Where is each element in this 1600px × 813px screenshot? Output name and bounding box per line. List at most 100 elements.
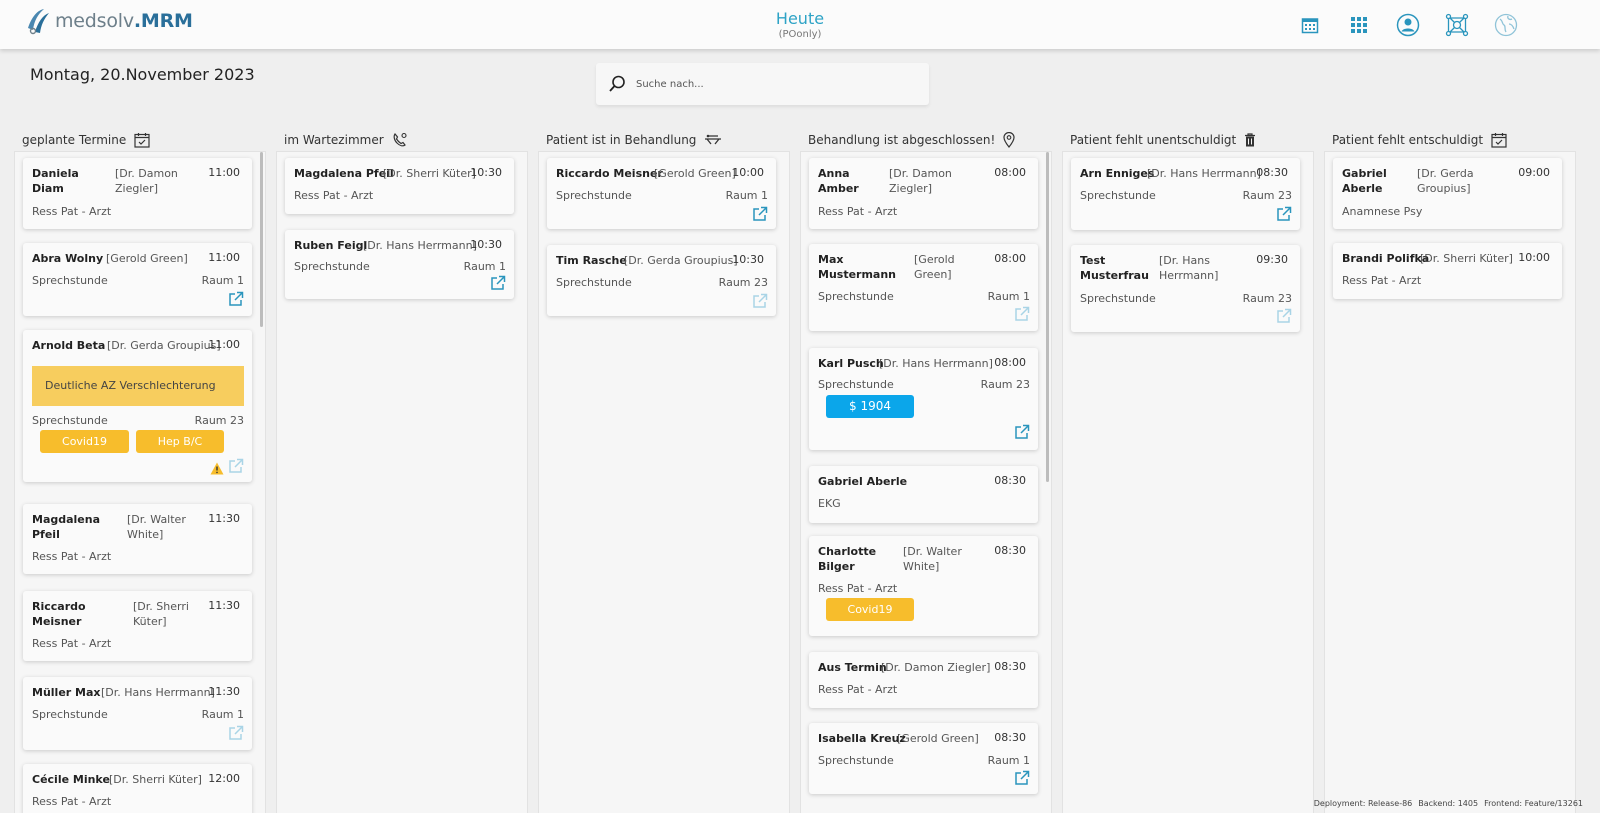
- column-body[interactable]: Riccardo Meisner [Gerold Green] 10:00 Sp…: [538, 151, 790, 813]
- appointment-card[interactable]: Test Musterfrau [Dr. Hans Herrmann] 09:30 …: [1071, 245, 1300, 332]
- column-scrollbar[interactable]: [260, 152, 263, 327]
- app-logo[interactable]: medsolv.MRM: [24, 6, 193, 36]
- appointment-time: 08:00: [994, 166, 1026, 179]
- appointment-time: 08:30: [994, 731, 1026, 744]
- appointment-card[interactable]: Abra Wolny [Gerold Green] 11:00 Sprechst…: [23, 243, 252, 316]
- patient-name: Ruben Feigl: [294, 239, 368, 252]
- patient-name: Gabriel Aberle: [1342, 167, 1387, 195]
- appointment-card[interactable]: Riccardo Meisner [Gerold Green] 10:00 Sp…: [547, 158, 776, 229]
- room-label: Raum 1: [987, 754, 1030, 767]
- doctor-name: [Dr. Damon Ziegler]: [115, 167, 178, 195]
- patient-name: Brandi Polifka: [1342, 252, 1430, 265]
- column-scrollbar[interactable]: [1046, 152, 1049, 482]
- column-body[interactable]: Arn Enniges [Dr. Hans Herrmann] 08:30 Sp…: [1062, 151, 1314, 813]
- network-icon[interactable]: [1445, 13, 1469, 37]
- appointment-time: 08:30: [994, 544, 1026, 557]
- room-label: Raum 23: [718, 276, 768, 289]
- view-title-main: Heute: [775, 9, 825, 28]
- column-planned: geplante Termine Daniela Diam [Dr. Damon Z…: [14, 131, 266, 813]
- column-header: Patient fehlt unentschuldigt: [1062, 131, 1314, 149]
- appointment-card[interactable]: Cécile Minke [Dr. Sherri Küter] 12:00 Re…: [23, 764, 252, 813]
- search-box[interactable]: [596, 63, 929, 105]
- appointment-type: Ress Pat - Arzt: [32, 795, 112, 808]
- appointment-time: 10:30: [732, 253, 764, 266]
- patient-name: Karl Pusch: [818, 357, 884, 370]
- appointment-card[interactable]: Max Mustermann [Gerold Green] 08:00 Sprech…: [809, 244, 1038, 331]
- appointment-card[interactable]: Charlotte Bilger [Dr. Walter White] 08:30 …: [809, 536, 1038, 636]
- apps-grid-icon[interactable]: [1347, 13, 1371, 37]
- patient-name: Tim Rasche: [556, 254, 627, 267]
- appointment-card[interactable]: Magdalena Pfeil [Dr. Walter White] 11:30 R…: [23, 504, 252, 574]
- column-completed: Behandlung ist abgeschlossen! Anna Amber …: [800, 131, 1052, 813]
- appointment-time: 08:30: [1256, 166, 1288, 179]
- tag-covid19[interactable]: Covid19: [826, 598, 914, 621]
- user-profile-icon[interactable]: [1396, 13, 1420, 37]
- appointment-card[interactable]: Ruben Feigl [Dr. Hans Herrmann] 10:30 Sp…: [285, 230, 514, 299]
- appointment-type: Sprechstunde: [556, 189, 632, 202]
- search-icon: [609, 75, 625, 92]
- external-link-icon[interactable]: [1276, 206, 1292, 222]
- doctor-name: [Gerold Green]: [106, 252, 188, 265]
- appointment-time: 11:00: [208, 166, 240, 179]
- tag-covid19[interactable]: Covid19: [40, 430, 129, 453]
- calendar-icon[interactable]: [1298, 13, 1322, 37]
- appointment-card[interactable]: Gabriel Aberle 08:30 EKG: [809, 466, 1038, 523]
- appointment-time: 10:30: [470, 166, 502, 179]
- doctor-name: [Dr. Gerda Groupius]: [624, 254, 738, 267]
- appointment-card[interactable]: Anna Amber [Dr. Damon Ziegler] 08:00 Ress …: [809, 158, 1038, 229]
- appointment-type: Anamnese Psy: [1342, 205, 1423, 218]
- doctor-name: [Dr. Hans Herrmann]: [1159, 254, 1219, 282]
- patient-name: Arnold Beta: [32, 339, 106, 352]
- column-header: Patient ist in Behandlung: [538, 131, 790, 149]
- room-label: Raum 23: [980, 378, 1030, 391]
- appointment-card[interactable]: Isabella Kreuz [Gerold Green] 08:30 Spre…: [809, 723, 1038, 794]
- column-header: Patient fehlt entschuldigt: [1324, 131, 1576, 149]
- external-link-icon[interactable]: [752, 206, 768, 222]
- price-badge[interactable]: $ 1904: [826, 395, 914, 418]
- column-body[interactable]: Daniela Diam [Dr. Damon Ziegler] 11:00 Res…: [14, 151, 266, 813]
- appointment-card[interactable]: Tim Rasche [Dr. Gerda Groupius] 10:30 Sp…: [547, 245, 776, 316]
- patient-name: Test Musterfrau: [1080, 254, 1149, 282]
- patient-name: Aus Termin: [818, 661, 887, 674]
- room-label: Raum 23: [194, 414, 244, 427]
- appointment-card[interactable]: Daniela Diam [Dr. Damon Ziegler] 11:00 Res…: [23, 158, 252, 229]
- external-link-icon[interactable]: [752, 293, 768, 309]
- globe-icon[interactable]: [1494, 13, 1518, 37]
- appointment-time: 09:30: [1256, 253, 1288, 266]
- appointment-card[interactable]: Karl Pusch [Dr. Hans Herrmann] 08:00 Spr…: [809, 348, 1038, 450]
- external-link-icon[interactable]: [1276, 308, 1292, 324]
- appointment-type: Sprechstunde: [32, 414, 108, 427]
- column-body[interactable]: Magdalena Pfeil [Dr. Sherri Küter] 10:30…: [276, 151, 528, 813]
- appointment-card[interactable]: Arnold Beta [Dr. Gerda Groupius] 11:00 D…: [23, 330, 252, 482]
- doctor-name: [Dr. Gerda Groupius]: [1417, 167, 1474, 195]
- appointment-type: Sprechstunde: [818, 378, 894, 391]
- column-body[interactable]: Anna Amber [Dr. Damon Ziegler] 08:00 Ress …: [800, 151, 1052, 813]
- appointment-card[interactable]: Arn Enniges [Dr. Hans Herrmann] 08:30 Sp…: [1071, 158, 1300, 230]
- appointment-card[interactable]: Gabriel Aberle [Dr. Gerda Groupius] 09:00 …: [1333, 158, 1562, 229]
- appointment-card[interactable]: Aus Termin [Dr. Damon Ziegler] 08:30 Res…: [809, 652, 1038, 708]
- doctor-name: [Dr. Hans Herrmann]: [363, 239, 477, 252]
- search-input[interactable]: [636, 78, 916, 90]
- top-icon-bar: [1298, 13, 1518, 37]
- external-link-icon[interactable]: [490, 275, 506, 291]
- appointment-card[interactable]: Magdalena Pfeil [Dr. Sherri Küter] 10:30…: [285, 158, 514, 214]
- external-link-icon[interactable]: [228, 458, 244, 474]
- doctor-name: [Gerold Green]: [897, 732, 979, 745]
- trash-icon: [1244, 133, 1256, 147]
- appointment-card[interactable]: Riccardo Meisner [Dr. Sherri Küter] 11:30 …: [23, 591, 252, 661]
- patient-name: Cécile Minke: [32, 773, 110, 786]
- location-pin-icon: [1003, 132, 1015, 148]
- external-link-icon[interactable]: [228, 725, 244, 741]
- external-link-icon[interactable]: [228, 291, 244, 307]
- patient-name: Charlotte Bilger: [818, 545, 877, 573]
- external-link-icon[interactable]: [1014, 306, 1030, 322]
- patient-name: Magdalena Pfeil: [294, 167, 394, 180]
- external-link-icon[interactable]: [1014, 424, 1030, 440]
- column-body[interactable]: Gabriel Aberle [Dr. Gerda Groupius] 09:00 …: [1324, 151, 1576, 813]
- tag-hep-bc[interactable]: Hep B/C: [136, 430, 224, 453]
- appointment-card[interactable]: Müller Max [Dr. Hans Herrmann] 11:30 Spr…: [23, 677, 252, 750]
- external-link-icon[interactable]: [1014, 770, 1030, 786]
- column-header: im Wartezimmer: [276, 131, 528, 149]
- warning-icon: [210, 462, 224, 475]
- appointment-card[interactable]: Brandi Polifka [Dr. Sherri Küter] 10:00 …: [1333, 243, 1562, 299]
